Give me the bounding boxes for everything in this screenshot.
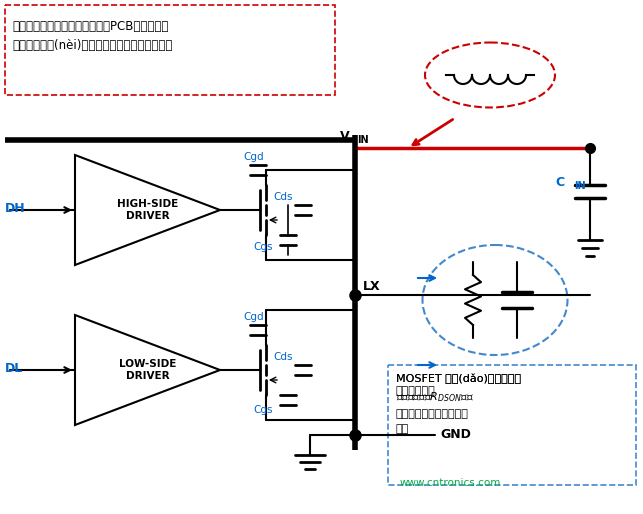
Text: Cds: Cds: [273, 352, 293, 362]
Text: DL: DL: [5, 362, 23, 375]
Text: IN: IN: [357, 135, 368, 145]
Text: www.cntronics.com: www.cntronics.com: [400, 478, 502, 488]
Text: MOSFET 在導(dǎo)通時，等效
成于小阻值（: MOSFET 在導(dǎo)通時，等效 成于小阻值（: [396, 374, 521, 396]
FancyBboxPatch shape: [5, 5, 335, 95]
FancyBboxPatch shape: [388, 365, 636, 485]
Text: LX: LX: [363, 280, 381, 293]
Text: C: C: [556, 176, 565, 190]
Ellipse shape: [422, 245, 568, 355]
Ellipse shape: [425, 43, 555, 107]
Text: GND: GND: [440, 428, 471, 441]
Text: Cgd: Cgd: [243, 312, 264, 322]
Text: LOW-SIDE
DRIVER: LOW-SIDE DRIVER: [119, 359, 176, 381]
Text: Cgs: Cgs: [253, 242, 273, 252]
Text: IN: IN: [574, 181, 586, 191]
Text: V: V: [340, 130, 350, 143]
Text: MOSFET 在導(dǎo)通時，等效
成于小阻值（$R_{DSON}$）電
阻，在截止時，等效成電
容。: MOSFET 在導(dǎo)通時，等效 成于小阻值（$R_{DSON}$）電 阻…: [396, 374, 521, 434]
Text: Cgd: Cgd: [243, 152, 264, 162]
Text: Cds: Cds: [273, 192, 293, 202]
Text: 退耦電容到芯片電源引腳之間的PCB走線，以及
電源引腳到內(nèi)部硅片的邦定線相當于電感。: 退耦電容到芯片電源引腳之間的PCB走線，以及 電源引腳到內(nèi)部硅片的邦定…: [12, 20, 172, 52]
Text: Cgs: Cgs: [253, 405, 273, 415]
Text: DH: DH: [5, 202, 26, 215]
Text: HIGH-SIDE
DRIVER: HIGH-SIDE DRIVER: [117, 199, 178, 221]
